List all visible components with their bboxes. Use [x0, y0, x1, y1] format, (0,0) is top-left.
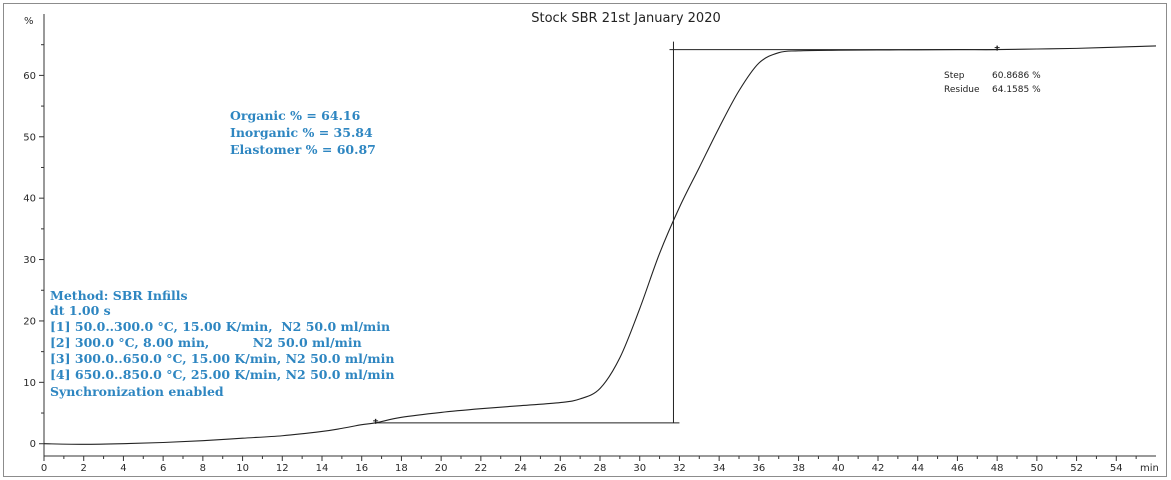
x-tick-label: 4: [120, 463, 126, 474]
x-tick-label: 30: [633, 463, 646, 474]
step-lines: [375, 41, 998, 424]
method-line: Method: SBR Infills: [50, 288, 188, 303]
inorganic-text: Inorganic % = 35.84: [230, 125, 373, 140]
residue-label: Residue: [944, 85, 980, 95]
x-tick-label: 42: [872, 463, 885, 474]
method-line: dt 1.00 s: [50, 303, 111, 318]
organic-text: Organic % = 64.16: [230, 108, 361, 123]
x-tick-label: 6: [160, 463, 166, 474]
x-tick-label: 38: [792, 463, 805, 474]
x-tick-label: 36: [752, 463, 765, 474]
x-axis-unit: min: [1140, 463, 1159, 474]
x-tick-label: 52: [1070, 463, 1083, 474]
x-tick-label: 34: [713, 463, 726, 474]
y-axis-unit: %: [24, 16, 34, 27]
x-tick-label: 16: [355, 463, 368, 474]
residue-value: 64.1585 %: [992, 85, 1041, 95]
x-tick-label: 54: [1110, 463, 1123, 474]
series-line: [43, 45, 1157, 445]
method-line: [4] 650.0..850.0 °C, 25.00 K/min, N2 50.…: [50, 367, 394, 382]
results-block: Organic % = 64.16 Inorganic % = 35.84 El…: [230, 108, 376, 157]
x-tick-label: 40: [832, 463, 845, 474]
markers-layer: [373, 45, 1000, 424]
y-tick-label: 30: [23, 255, 36, 266]
elastomer-text: Elastomer % = 60.87: [230, 142, 376, 157]
x-tick-label: 50: [1030, 463, 1043, 474]
series-layer: [43, 45, 1157, 445]
y-tick-label: 10: [23, 378, 36, 389]
ticks: 0 2 4 6 8 10 12 14 16 18 20 22 24 26 28 30 32 34 36 38 40 42 4…: [23, 44, 1137, 474]
y-tick-label: 0: [30, 439, 36, 450]
chart-title: Stock SBR 21st January 2020: [531, 11, 721, 26]
x-tick-label: 2: [81, 463, 87, 474]
x-tick-label: 10: [236, 463, 249, 474]
step-label: Step: [944, 71, 965, 81]
method-line: [3] 300.0..650.0 °C, 15.00 K/min, N2 50.…: [50, 351, 394, 366]
y-tick-label: 60: [23, 71, 36, 82]
y-tick-label: 20: [23, 316, 36, 327]
x-tick-label: 48: [991, 463, 1004, 474]
x-tick-label: 18: [395, 463, 408, 474]
x-tick-label: 12: [276, 463, 289, 474]
chart-frame: [3, 3, 1167, 477]
step-value: 60.8686 %: [992, 71, 1041, 81]
x-tick-label: 32: [673, 463, 686, 474]
x-tick-label: 26: [554, 463, 567, 474]
x-tick-label: 14: [316, 463, 329, 474]
x-tick-label: 22: [474, 463, 487, 474]
method-line: [2] 300.0 °C, 8.00 min, N2 50.0 ml/min: [50, 335, 362, 350]
x-tick-label: 44: [911, 463, 924, 474]
x-tick-label: 20: [435, 463, 448, 474]
y-tick-label: 50: [23, 132, 36, 143]
y-tick-label: 40: [23, 194, 36, 205]
x-tick-label: 28: [594, 463, 607, 474]
step-result-block: Step 60.8686 % Residue 64.1585 %: [944, 71, 1041, 95]
x-tick-label: 24: [514, 463, 527, 474]
method-line: Synchronization enabled: [50, 384, 224, 399]
x-tick-label: 8: [200, 463, 206, 474]
method-line: [1] 50.0..300.0 °C, 15.00 K/min, N2 50.0…: [50, 319, 390, 334]
x-tick-label: 0: [41, 463, 47, 474]
x-tick-label: 46: [951, 463, 964, 474]
method-block: Method: SBR Infills dt 1.00 s [1] 50.0..…: [50, 288, 394, 399]
